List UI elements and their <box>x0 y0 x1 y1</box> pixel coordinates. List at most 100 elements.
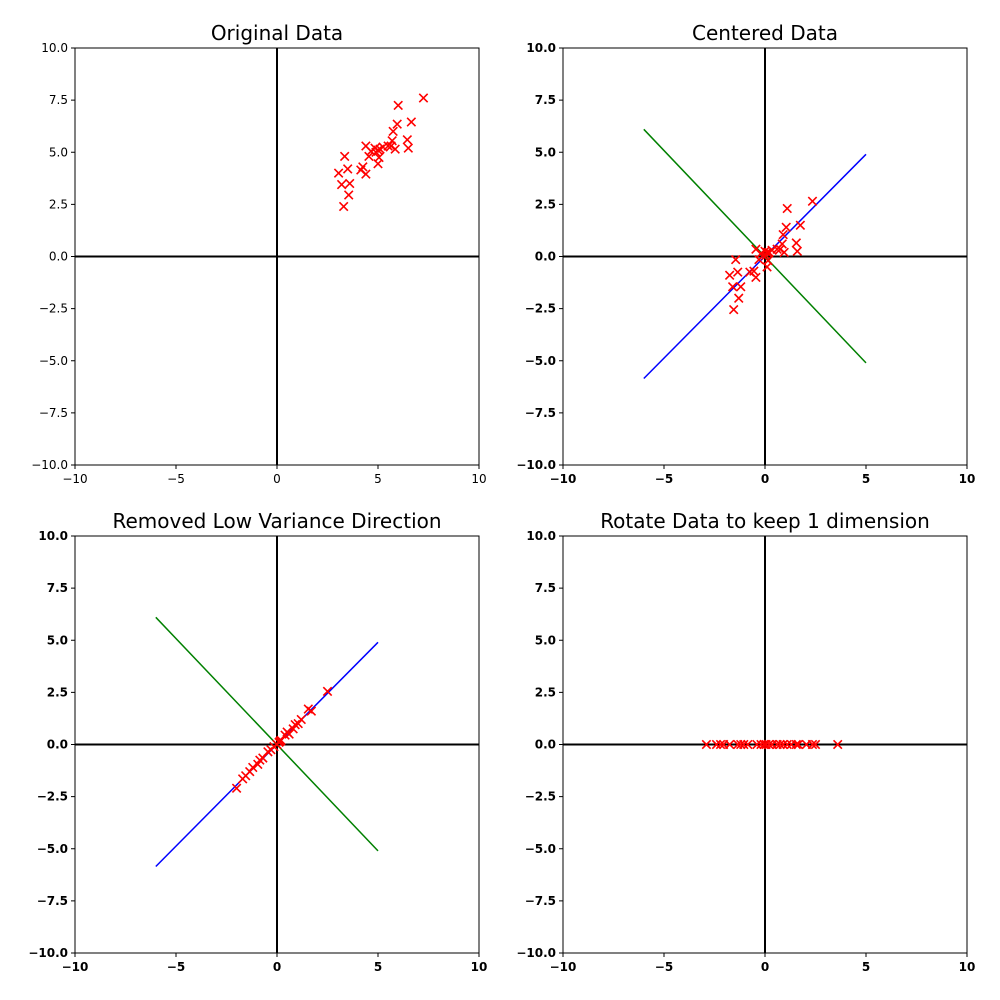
low-variance-direction-line <box>643 128 867 364</box>
data-point-marker <box>749 266 759 276</box>
data-point-marker <box>732 267 743 277</box>
x-tick-label: 10 <box>959 960 976 974</box>
y-tick-label: −10.0 <box>516 946 556 960</box>
data-point-marker <box>339 151 350 162</box>
data-point-marker <box>344 178 355 189</box>
principal-direction-line <box>643 153 867 380</box>
data-point-marker <box>387 136 397 146</box>
data-point-marker <box>342 164 353 174</box>
data-point-marker <box>306 706 317 716</box>
data-point-marker <box>358 162 368 172</box>
data-point-marker <box>276 735 286 746</box>
y-tick-label: 7.5 <box>535 93 556 107</box>
data-point-marker <box>778 229 788 240</box>
data-point-marker <box>343 190 354 200</box>
x-tick-label: −10 <box>550 960 577 974</box>
data-point-marker <box>792 246 803 257</box>
subplot-title: Rotate Data to keep 1 dimension <box>600 509 930 533</box>
x-tick-label: −5 <box>167 472 185 486</box>
data-point-marker <box>795 220 806 230</box>
y-tick-label: −7.5 <box>39 406 68 420</box>
y-tick-label: 0.0 <box>535 250 556 264</box>
y-tick-label: −2.5 <box>37 790 68 804</box>
data-point-marker <box>752 739 762 750</box>
y-tick-label: −7.5 <box>525 894 556 908</box>
data-point-marker <box>724 270 735 281</box>
y-tick-label: 5.0 <box>535 145 556 159</box>
y-tick-label: 2.5 <box>47 685 68 699</box>
data-point-marker <box>338 201 349 212</box>
y-tick-label: 5.0 <box>49 145 68 159</box>
data-point-marker <box>764 739 774 750</box>
y-tick-label: −10.0 <box>516 458 556 472</box>
x-tick-label: 5 <box>374 960 382 974</box>
data-point-marker <box>402 134 413 145</box>
y-tick-label: −10.0 <box>31 458 68 472</box>
y-tick-label: −5.0 <box>525 842 556 856</box>
y-tick-label: 0.0 <box>535 738 556 752</box>
data-point-marker <box>763 255 773 266</box>
y-tick-label: −2.5 <box>525 790 556 804</box>
subplot-title: Original Data <box>211 21 343 45</box>
data-point-marker <box>392 119 402 129</box>
data-point-marker <box>333 168 344 178</box>
data-point-marker <box>247 762 258 773</box>
y-tick-label: 10.0 <box>41 41 68 55</box>
y-tick-label: −5.0 <box>39 354 68 368</box>
data-point-marker <box>735 739 746 750</box>
x-tick-label: 5 <box>862 960 870 974</box>
y-tick-label: −5.0 <box>525 354 556 368</box>
data-point-marker <box>284 729 294 739</box>
x-tick-label: −5 <box>655 960 673 974</box>
y-tick-label: −5.0 <box>37 842 68 856</box>
x-tick-label: −10 <box>62 960 89 974</box>
data-point-marker <box>724 739 735 750</box>
x-tick-label: −10 <box>62 472 87 486</box>
data-point-marker <box>406 117 417 127</box>
data-point-marker <box>730 254 741 265</box>
data-point-marker <box>403 143 414 153</box>
data-point-marker <box>388 126 398 137</box>
data-point-marker <box>762 247 772 258</box>
y-tick-label: 2.5 <box>49 197 68 211</box>
data-point-marker <box>733 293 744 303</box>
subplot-original-data: Original Data −10 −5 0 5 10 −10.0 −7.5 −5.0 −2.5… <box>31 21 486 486</box>
y-tick-label: 2.5 <box>535 197 556 211</box>
data-point-marker <box>361 169 371 179</box>
x-tick-label: 0 <box>761 472 769 486</box>
y-tick-label: −2.5 <box>39 302 68 316</box>
data-point-marker <box>418 93 429 103</box>
y-tick-label: −2.5 <box>525 302 556 316</box>
x-tick-label: 10 <box>471 472 486 486</box>
data-point-marker <box>779 247 789 258</box>
data-point-marker <box>296 714 307 725</box>
data-point-marker <box>791 238 802 248</box>
data-point-marker <box>778 739 788 750</box>
data-point-marker <box>739 739 749 750</box>
x-tick-label: 10 <box>471 960 488 974</box>
data-point-marker <box>807 196 818 207</box>
x-tick-label: 5 <box>374 472 382 486</box>
y-tick-label: 10.0 <box>526 529 556 543</box>
data-point-marker <box>293 718 303 729</box>
x-tick-label: 5 <box>862 472 870 486</box>
subplot-rotated-1d: Rotate Data to keep 1 dimension −10 −5 0 5 1… <box>516 509 975 974</box>
data-point-marker <box>393 100 403 111</box>
x-tick-label: 10 <box>959 472 976 486</box>
data-point-marker <box>364 151 374 162</box>
data-point-marker <box>751 272 761 283</box>
y-tick-label: 2.5 <box>535 685 556 699</box>
low-variance-direction-line <box>155 616 379 852</box>
y-tick-label: 7.5 <box>535 581 556 595</box>
x-tick-label: 0 <box>273 960 281 974</box>
data-point-marker <box>336 179 347 190</box>
subplot-removed-low-variance: Removed Low Variance Direction −10 −5 0 5 10… <box>28 509 487 974</box>
y-tick-label: 7.5 <box>47 581 68 595</box>
data-point-marker <box>791 739 802 750</box>
data-point-marker <box>754 254 764 265</box>
y-tick-label: −7.5 <box>37 894 68 908</box>
y-tick-label: 10.0 <box>526 41 556 55</box>
data-point-marker <box>322 686 333 697</box>
data-point-marker <box>781 222 791 233</box>
